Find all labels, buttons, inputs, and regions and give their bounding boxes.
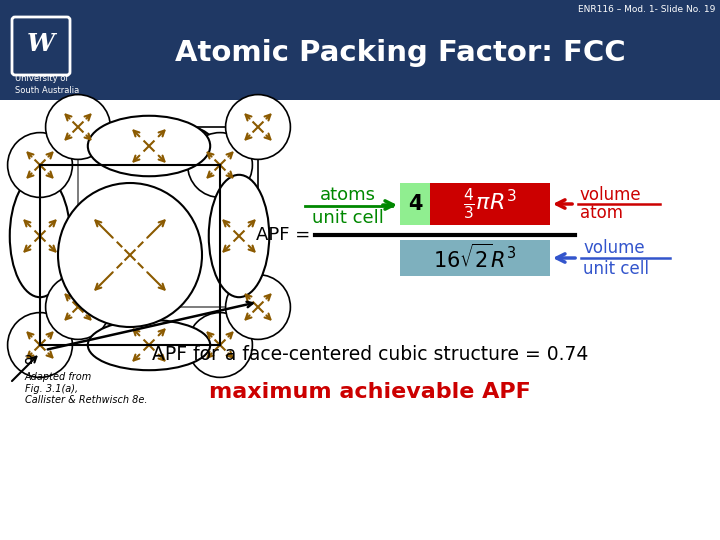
Ellipse shape xyxy=(121,124,215,167)
Text: $\frac{4}{3}\pi R^3$: $\frac{4}{3}\pi R^3$ xyxy=(463,186,517,221)
Text: unit cell: unit cell xyxy=(583,260,649,278)
Text: $16\sqrt{2}R^3$: $16\sqrt{2}R^3$ xyxy=(433,244,517,272)
Text: ENR116 – Mod. 1- Slide No. 19: ENR116 – Mod. 1- Slide No. 19 xyxy=(577,5,715,14)
Text: volume: volume xyxy=(580,186,642,204)
Bar xyxy=(0,0,720,100)
Text: University of
South Australia: University of South Australia xyxy=(15,74,79,95)
Ellipse shape xyxy=(188,313,253,377)
Text: atoms: atoms xyxy=(320,186,376,204)
Text: volume: volume xyxy=(583,239,644,257)
Bar xyxy=(400,240,550,276)
Bar xyxy=(400,183,430,225)
Ellipse shape xyxy=(8,313,73,377)
Text: Adapted from
Fig. 3.1(a),
Callister & Rethwisch 8e.: Adapted from Fig. 3.1(a), Callister & Re… xyxy=(25,372,148,405)
Ellipse shape xyxy=(58,183,202,327)
Text: atom: atom xyxy=(580,204,623,222)
Ellipse shape xyxy=(209,175,269,297)
Text: APF =: APF = xyxy=(256,226,310,244)
Bar xyxy=(0,100,720,540)
Ellipse shape xyxy=(45,94,110,159)
Ellipse shape xyxy=(88,320,210,370)
Text: Atomic Packing Factor: FCC: Atomic Packing Factor: FCC xyxy=(175,39,625,67)
Ellipse shape xyxy=(225,94,290,159)
Ellipse shape xyxy=(188,133,253,198)
Text: unit cell: unit cell xyxy=(312,209,384,227)
Ellipse shape xyxy=(8,133,73,198)
Ellipse shape xyxy=(10,175,71,297)
Text: W: W xyxy=(27,32,55,56)
Ellipse shape xyxy=(225,275,290,340)
Text: APF for a face-centered cubic structure = 0.74: APF for a face-centered cubic structure … xyxy=(152,346,588,365)
Ellipse shape xyxy=(88,116,210,176)
Text: a: a xyxy=(23,353,32,368)
Text: maximum achievable APF: maximum achievable APF xyxy=(209,382,531,402)
Text: 4: 4 xyxy=(408,194,422,214)
Ellipse shape xyxy=(45,275,110,340)
Bar xyxy=(430,183,550,225)
